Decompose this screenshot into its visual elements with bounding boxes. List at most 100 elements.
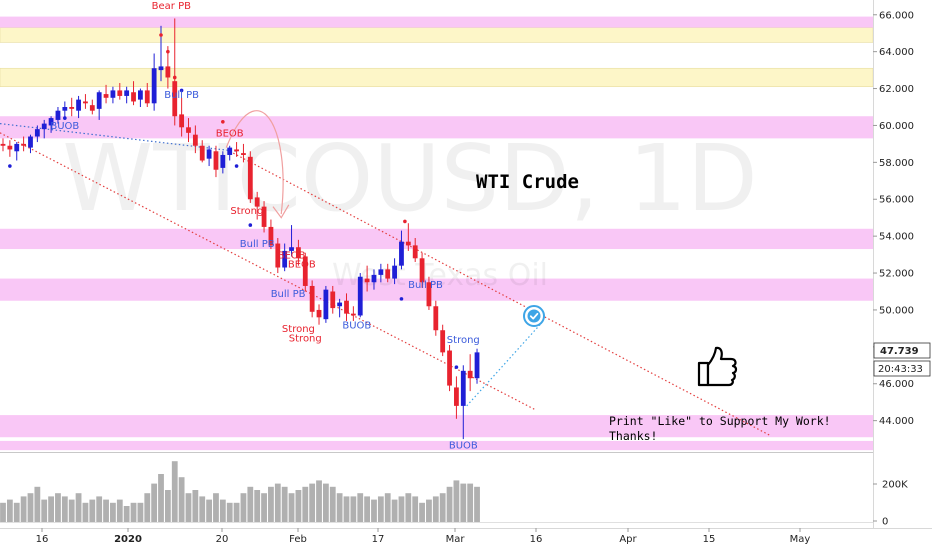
volume-bar — [412, 496, 419, 522]
candle-body — [399, 241, 404, 266]
volume-bar — [110, 502, 116, 522]
swing-arc-arrowhead — [272, 204, 290, 219]
bullish-candle — [124, 86, 130, 104]
candle-body — [124, 90, 130, 96]
bearish-candle — [199, 140, 205, 163]
volume-bar — [199, 496, 206, 522]
bearish-candle — [21, 136, 27, 152]
volume-bar — [96, 496, 103, 522]
candle-body — [199, 145, 205, 161]
volume-bar — [467, 483, 474, 522]
volume-bar — [329, 486, 336, 522]
bearish-candle — [385, 263, 391, 283]
volume-bar — [27, 493, 34, 522]
volume-bar — [240, 493, 247, 522]
supply-zone-yellow — [0, 27, 874, 43]
bearish-candle — [405, 223, 411, 251]
signal-dot — [172, 75, 177, 80]
bullish-candle — [151, 53, 157, 111]
volume-bar — [48, 496, 54, 522]
bearish-candle — [247, 151, 253, 203]
candle-body — [55, 110, 61, 120]
bearish-candle — [275, 237, 281, 274]
bearish-candle — [330, 285, 336, 314]
volume-bar — [178, 477, 185, 522]
support-resistance-zone — [0, 278, 873, 301]
candle-body — [28, 136, 33, 148]
bearish-candle — [344, 293, 349, 322]
candle-body — [7, 145, 13, 150]
volume-bar — [192, 490, 199, 522]
pattern-label: Bull PB — [271, 289, 306, 300]
candle-body — [41, 123, 47, 130]
candle-body — [234, 149, 239, 152]
volume-pane — [0, 461, 873, 523]
bearish-candle — [440, 324, 446, 357]
volume-bar — [130, 502, 137, 522]
bullish-candle — [206, 145, 212, 167]
bearish-candle — [364, 265, 370, 292]
volume-bar — [103, 499, 109, 522]
time-axis[interactable]: 16 2020 20 Feb 17 Mar 16 Apr 15 May — [36, 528, 811, 545]
pattern-label: BUOB — [342, 320, 371, 331]
candle-body — [454, 387, 459, 406]
volume-bar — [185, 493, 192, 522]
bearish-candle — [419, 252, 425, 288]
candle-body — [440, 330, 446, 353]
bearish-candle — [412, 237, 418, 262]
bearish-candle — [0, 138, 6, 152]
volume-bar — [68, 499, 75, 522]
symbol-watermark: WTICOUSD, 1D — [62, 125, 757, 232]
time-tick-label: 20 — [216, 534, 229, 545]
pattern-label: BEOB — [216, 129, 244, 140]
bullish-candle — [289, 225, 294, 257]
candle-body — [247, 156, 253, 200]
countdown-badge: 20:43:33 — [873, 360, 931, 377]
candle-body — [323, 289, 329, 320]
candle-body — [144, 90, 150, 104]
bearish-candle — [254, 191, 260, 220]
volume-bar — [432, 496, 439, 522]
time-tick-label: 15 — [703, 534, 716, 545]
candle-body — [213, 151, 219, 170]
candle-body — [192, 134, 198, 146]
candle-body — [14, 143, 20, 152]
volume-bar — [206, 499, 212, 522]
bearish-candle — [7, 140, 13, 157]
bullish-candle — [220, 151, 226, 174]
pattern-label: BEOB — [288, 260, 316, 271]
supply-zone-yellow — [0, 67, 874, 88]
volume-bar — [405, 493, 412, 522]
volume-bar — [55, 493, 61, 522]
bearish-candle — [186, 118, 191, 143]
time-tick-label: 16 — [36, 534, 49, 545]
volume-bar — [419, 502, 425, 522]
bearish-candle — [172, 18, 178, 126]
candle-body — [138, 90, 143, 100]
chart-title: WTI Crude — [476, 171, 579, 193]
time-tick-label: 17 — [372, 534, 385, 545]
zones-layer — [0, 16, 874, 451]
bullish-candle — [34, 125, 40, 143]
volume-bar — [254, 490, 261, 522]
bearish-candle — [316, 304, 322, 325]
candle-body — [474, 352, 480, 379]
bearish-candle — [234, 142, 239, 157]
pattern-label: Bull PB — [408, 280, 443, 291]
bearish-candle — [89, 99, 95, 115]
bearish-candle — [261, 201, 267, 233]
time-tick-label: Apr — [619, 534, 637, 545]
bullish-candle — [14, 142, 20, 161]
volume-bar — [6, 499, 13, 522]
lower-red-channel-line — [0, 132, 536, 411]
volume-bar — [144, 493, 151, 522]
candle-body — [447, 350, 452, 386]
volume-bar — [233, 502, 240, 522]
volume-bar — [268, 486, 274, 522]
volume-bar — [281, 486, 288, 522]
candle-body — [337, 302, 343, 307]
bearish-candle — [447, 344, 452, 392]
signal-dot — [159, 33, 163, 37]
candle-body — [316, 309, 322, 318]
